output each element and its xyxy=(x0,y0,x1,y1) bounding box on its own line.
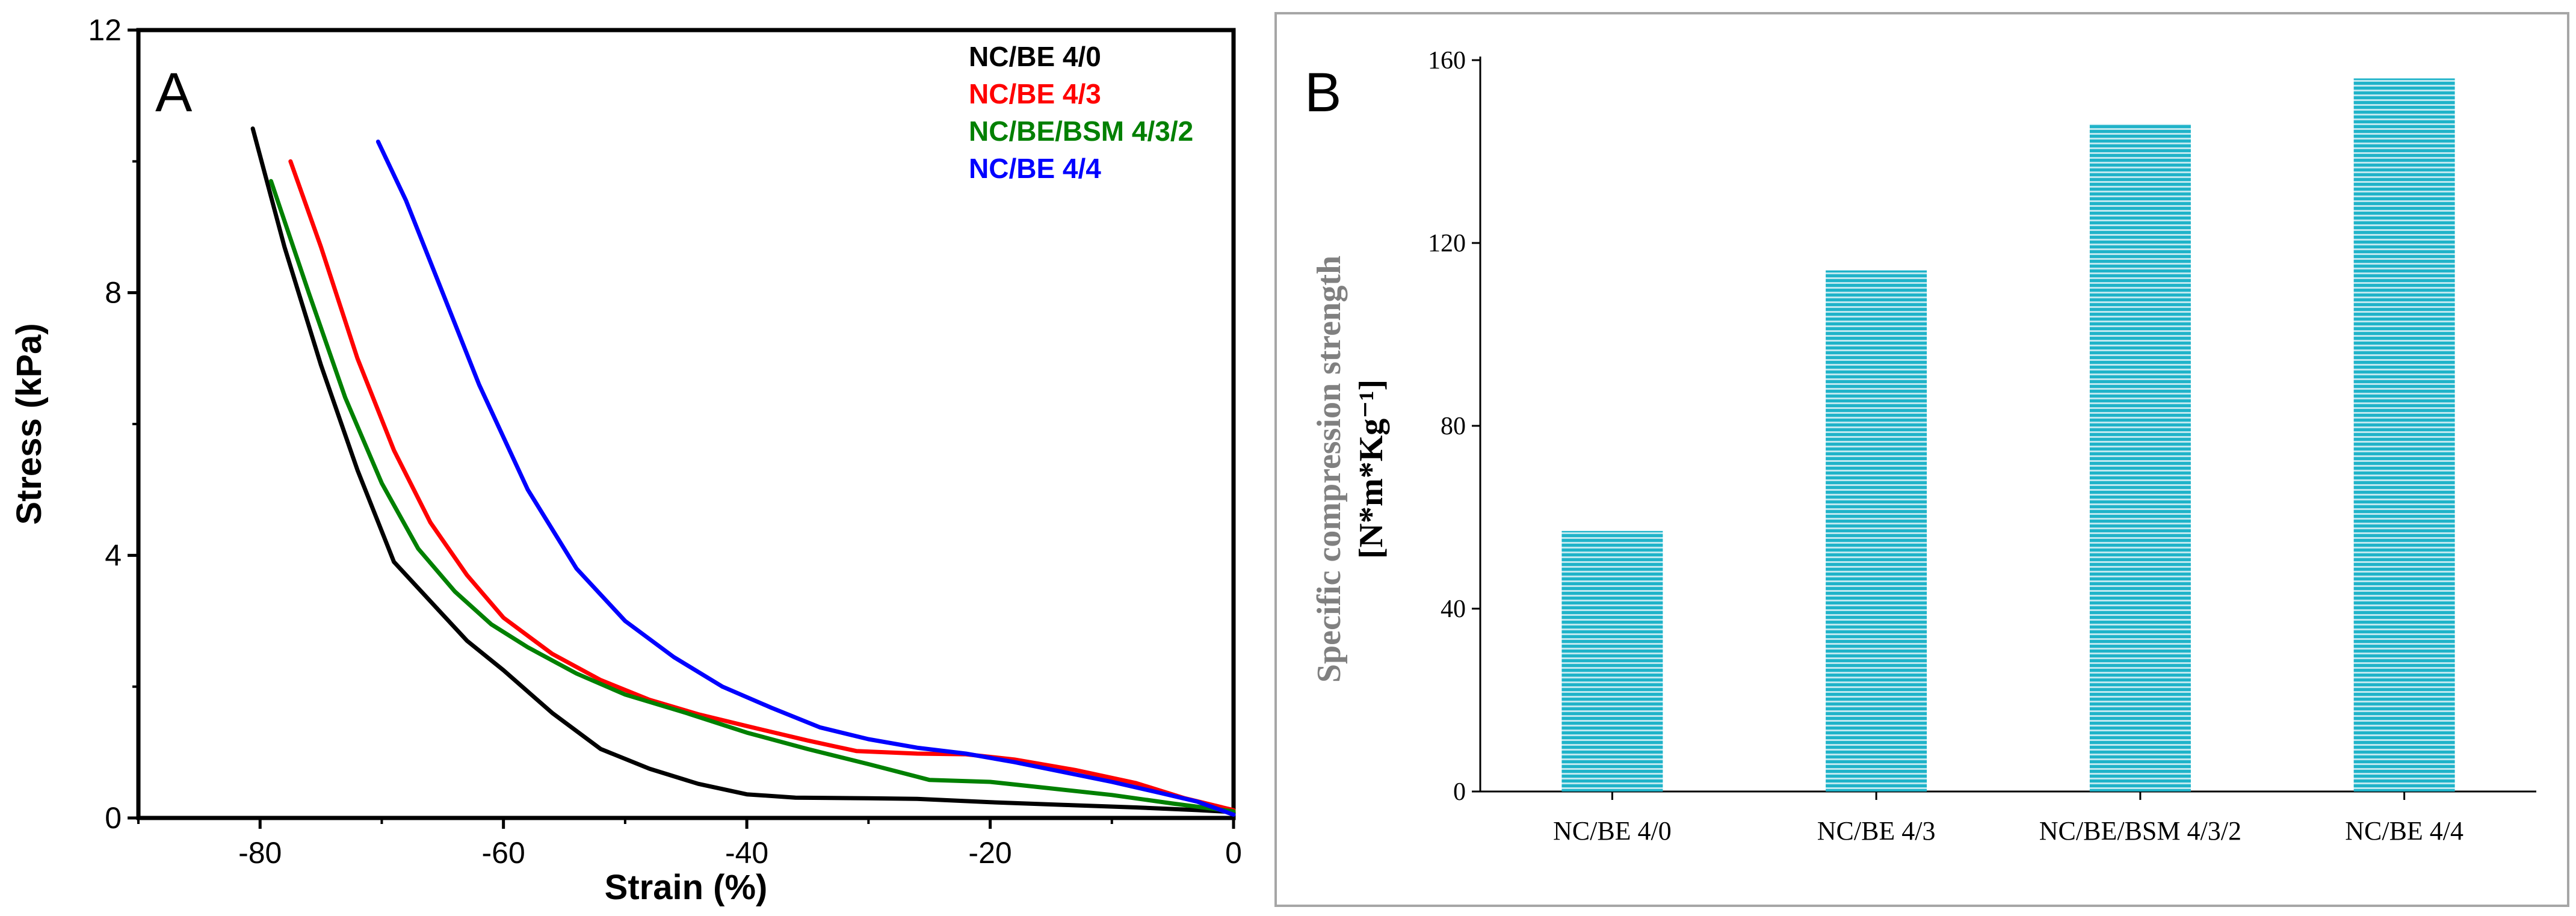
bar-nc-be-bsm-4-3-2 xyxy=(2089,124,2191,792)
y-axis-label-b: Specific compression strength [N*m*Kg⁻¹] xyxy=(1311,256,1390,683)
y-tick-label-a: 8 xyxy=(105,276,122,310)
plot-area-a xyxy=(136,28,1236,820)
x-tick-label-b: NC/BE/BSM 4/3/2 xyxy=(2039,816,2241,846)
x-tick-label-b: NC/BE 4/3 xyxy=(1817,816,1936,846)
series-line-nc-be-4-0 xyxy=(250,126,1236,814)
y-tick-label-a: 4 xyxy=(105,538,122,572)
series-line-nc-be-4-3 xyxy=(288,159,1236,813)
panel-b-label: B xyxy=(1305,62,1341,123)
a-ticks: -80 -60 -40 -20 0 0 4 8 12 xyxy=(88,13,1242,870)
y-tick-label-a: 12 xyxy=(88,13,122,47)
series-line-nc-be-bsm-4-3-2 xyxy=(268,179,1236,814)
y-tick-label-b: 80 xyxy=(1441,413,1466,440)
y-tick-label-b: 120 xyxy=(1428,230,1466,257)
legend: NC/BE 4/0 NC/BE 4/3 NC/BE/BSM 4/3/2 NC/B… xyxy=(969,41,1193,184)
y-tick-label-b: 40 xyxy=(1441,595,1466,623)
bar-nc-be-4-4 xyxy=(2353,78,2455,792)
panel-a-label: A xyxy=(155,62,193,123)
bar-nc-be-4-0 xyxy=(1561,530,1663,792)
x-axis-label-a: Strain (%) xyxy=(605,868,768,907)
x-tick-label-b: NC/BE 4/0 xyxy=(1553,816,1672,846)
x-tick-label-b: NC/BE 4/4 xyxy=(2345,816,2463,846)
legend-entry-nc-be-4-3: NC/BE 4/3 xyxy=(969,78,1101,109)
y-tick-label-b: 0 xyxy=(1453,778,1466,806)
x-tick-label-a: -60 xyxy=(482,836,525,870)
legend-entry-nc-be-4-0: NC/BE 4/0 xyxy=(969,41,1101,72)
series-line-nc-be-4-4 xyxy=(375,140,1236,817)
y-tick-label-a: 0 xyxy=(105,801,122,835)
y-axis-label-b-title: Specific compression strength xyxy=(1311,256,1348,683)
legend-entry-nc-be-4-4: NC/BE 4/4 xyxy=(969,153,1101,184)
x-tick-label-a: -40 xyxy=(725,836,768,870)
y-axis-label-b-unit: [N*m*Kg⁻¹] xyxy=(1353,380,1390,559)
legend-entry-nc-be-bsm-4-3-2: NC/BE/BSM 4/3/2 xyxy=(969,115,1193,147)
b-bars xyxy=(1561,78,2455,792)
y-tick-label-b: 160 xyxy=(1428,47,1466,75)
x-tick-label-a: -20 xyxy=(968,836,1012,870)
y-axis-label-a: Stress (kPa) xyxy=(10,323,49,524)
stress-strain-chart: A -80 -60 -40 -20 0 0 4 8 12 NC/BE 4/0 NC/BE 4/3… xyxy=(10,13,1242,907)
b-axes: 0 40 80 120 160 NC/BE 4/0 NC/BE 4/3 NC/BE/BSM 4… xyxy=(1428,47,2536,846)
x-tick-label-a: -80 xyxy=(238,836,282,870)
x-tick-label-a: 0 xyxy=(1225,836,1242,870)
bar-nc-be-4-3 xyxy=(1826,270,1927,792)
compression-strength-chart: B 0 40 80 120 160 NC/BE 4/0 NC/BE 4/3 NC/BE/BSM… xyxy=(1274,12,2569,907)
a-series-lines xyxy=(250,126,1236,817)
